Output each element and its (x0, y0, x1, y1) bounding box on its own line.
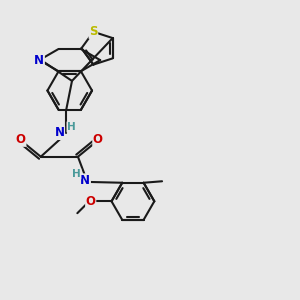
Text: O: O (86, 195, 96, 208)
Text: N: N (80, 174, 90, 187)
Text: O: O (93, 133, 103, 146)
Text: N: N (34, 54, 44, 67)
Text: N: N (55, 126, 64, 140)
Text: H: H (67, 122, 76, 132)
Text: S: S (89, 25, 98, 38)
Text: O: O (16, 133, 26, 146)
Text: H: H (72, 169, 81, 179)
